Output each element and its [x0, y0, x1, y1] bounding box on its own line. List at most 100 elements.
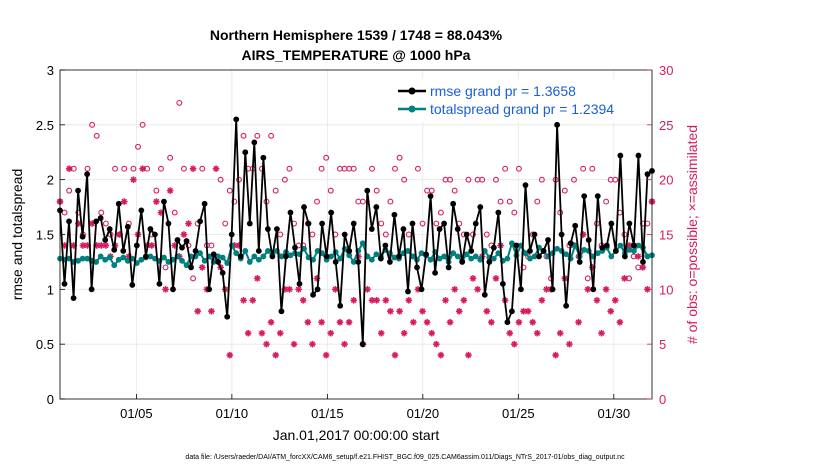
obs-assimilated-point [322, 351, 330, 359]
y2-tick-label: 20 [659, 173, 673, 188]
obs-possible-point [272, 187, 279, 194]
obs-possible-point [268, 132, 275, 139]
obs-assimilated-point [584, 286, 592, 293]
obs-possible-point [102, 220, 109, 227]
obs-possible-point [176, 99, 183, 106]
rmse-point [468, 248, 475, 254]
obs-assimilated-stroke [539, 297, 545, 304]
rmse-point [377, 255, 384, 262]
rmse-point [102, 237, 109, 243]
rmse-point [554, 121, 560, 128]
totalspread-point [165, 259, 172, 265]
obs-possible-point [493, 176, 499, 183]
obs-assimilated-stroke [392, 352, 398, 358]
legend-box [394, 79, 648, 122]
rmse-point [255, 248, 262, 254]
obs-assimilated-stroke [80, 242, 86, 249]
obs-assimilated-point [194, 307, 201, 315]
obs-assimilated-stroke [181, 231, 187, 238]
rmse-point [124, 223, 131, 230]
totalspread-point [563, 251, 570, 258]
obs-assimilated-stroke [148, 242, 155, 249]
obs-assimilated-point [483, 307, 491, 315]
totalspread-point [138, 256, 145, 263]
title-line-1: Northern Hemisphere 1539 / 1748 = 88.043… [210, 27, 503, 43]
rmse-point [328, 209, 335, 216]
obs-assimilated-point [208, 307, 215, 315]
totalspread-point [93, 259, 100, 265]
data-file-footnote: data file: /Users/raeder/DAI/ATM_forcXX/… [185, 454, 625, 461]
rmse-point [88, 286, 95, 293]
totalspread-point [436, 255, 443, 262]
obs-assimilated-stroke [396, 308, 403, 315]
obs-assimilated-stroke [621, 275, 628, 282]
y-tick-label: 1.5 [36, 228, 54, 243]
rmse-point [495, 209, 502, 216]
rmse-point [206, 286, 213, 293]
totalspread-point [391, 254, 398, 261]
legend: rmse grand pr = 1.3658 totalspread grand… [394, 79, 648, 122]
totalspread-point [617, 242, 624, 249]
obs-assimilated-stroke [529, 319, 536, 326]
rmse-point [382, 242, 389, 249]
obs-assimilated-point [460, 297, 468, 304]
obs-assimilated-stroke [387, 308, 394, 315]
obs-assimilated-stroke [190, 165, 196, 172]
obs-assimilated-point [345, 318, 353, 326]
obs-assimilated-point [249, 297, 257, 304]
obs-possible-point [89, 121, 96, 128]
obs-possible-point [66, 187, 73, 194]
totalspread-point [368, 256, 375, 263]
rmse-point [391, 211, 398, 218]
obs-possible-point [318, 165, 325, 172]
obs-assimilated-point [593, 297, 601, 304]
obs-assimilated-point [373, 297, 380, 304]
rmse-line [59, 118, 653, 346]
obs-assimilated-point [350, 297, 358, 304]
rmse-point [590, 286, 597, 293]
obs-assimilated-point [377, 329, 385, 337]
obs-assimilated-stroke [286, 286, 293, 293]
obs-assimilated-point [304, 318, 312, 326]
obs-assimilated-point [391, 351, 399, 359]
obs-assimilated-point [240, 297, 247, 304]
obs-possible-point [515, 165, 522, 172]
rmse-point [418, 286, 425, 293]
totalspread-point [468, 255, 475, 262]
obs-assimilated-stroke [139, 165, 146, 172]
rmse-point [156, 280, 163, 287]
obs-possible-point [93, 132, 100, 139]
obs-assimilated-stroke [337, 319, 343, 326]
obs-possible-point [231, 198, 238, 205]
totalspread-point [337, 255, 344, 262]
obs-possible-point [171, 209, 178, 216]
obs-assimilated-point [524, 307, 532, 315]
obs-possible-point [153, 187, 160, 194]
obs-assimilated-point [621, 275, 628, 282]
obs-assimilated-stroke [617, 319, 623, 326]
obs-assimilated-point [65, 165, 73, 172]
obs-possible-point [378, 220, 385, 227]
rmse-point [355, 259, 362, 265]
rmse-point [192, 248, 199, 254]
rmse-point [260, 154, 267, 161]
totalspread-point [124, 257, 131, 264]
rmse-point [386, 259, 393, 265]
rmse-point [197, 218, 203, 225]
y2-tick-label: 15 [659, 228, 673, 243]
obs-possible-point [451, 187, 458, 194]
totalspread-point [233, 250, 240, 257]
obs-assimilated-point [336, 318, 344, 326]
totalspread-point [626, 246, 633, 253]
obs-assimilated-stroke [493, 275, 499, 282]
obs-possible-point [199, 165, 206, 172]
obs-assimilated-stroke [98, 242, 105, 249]
y2-axis-label: # of obs: o=possible; ×=assimilated [684, 125, 700, 344]
obs-possible-point [254, 132, 261, 139]
rmse-point [84, 171, 91, 178]
obs-possible-point [584, 275, 591, 282]
y-tick-label: 2.5 [36, 118, 54, 133]
rmse-point [292, 244, 298, 251]
rmse-point [332, 259, 339, 265]
totalspread-point [314, 248, 321, 254]
